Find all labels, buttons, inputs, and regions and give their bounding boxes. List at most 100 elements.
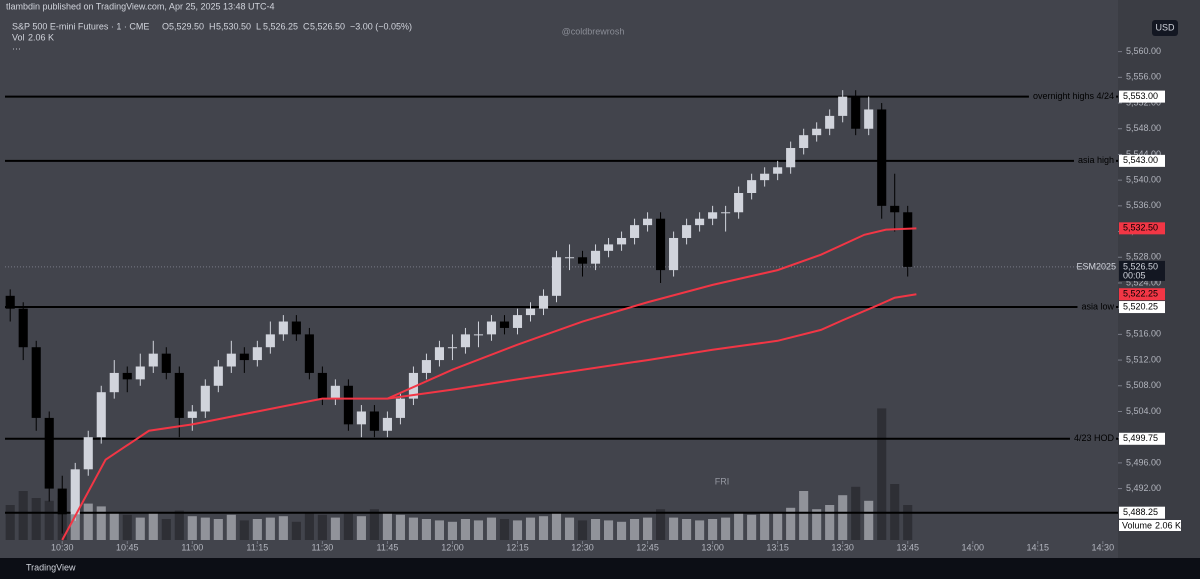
volume-bar xyxy=(304,513,314,540)
candle-body xyxy=(304,334,314,373)
x-tick-label: 11:15 xyxy=(246,542,268,552)
volume-bar xyxy=(291,521,301,540)
x-tick-label: 12:30 xyxy=(571,542,594,552)
watermark: @coldbrewrosh xyxy=(562,26,625,36)
candle-body xyxy=(447,347,458,349)
y-tick-label: 5,536.00 xyxy=(1126,200,1161,210)
level-name: overnight highs 4/24 xyxy=(1033,91,1114,101)
candle-body xyxy=(408,372,418,399)
volume-bar xyxy=(187,516,197,540)
footer-brand: TradingView xyxy=(26,562,76,572)
candle-body xyxy=(616,237,627,245)
volume-bar xyxy=(213,519,223,540)
candle-body xyxy=(291,321,301,335)
candle-body xyxy=(656,218,666,271)
volume-bar xyxy=(421,519,431,540)
volume-bar xyxy=(486,517,497,540)
candle-body xyxy=(903,212,913,267)
candle-body xyxy=(70,469,80,515)
level-name: 4/23 HOD xyxy=(1074,433,1115,443)
x-tick-label: 13:45 xyxy=(896,542,919,552)
level-label: 5,543.00 xyxy=(1123,155,1158,165)
candle-body xyxy=(564,257,575,259)
currency[interactable]: USD xyxy=(1155,22,1175,32)
volume-bar xyxy=(577,520,588,540)
volume-bar xyxy=(812,509,822,540)
chart-bg xyxy=(0,0,1200,558)
volume-bar xyxy=(734,512,744,540)
x-tick-label: 11:30 xyxy=(311,542,333,552)
candle-body xyxy=(499,321,510,328)
more[interactable]: ··· xyxy=(12,43,21,53)
candle-body xyxy=(83,437,93,470)
volume-bar xyxy=(200,517,210,540)
candle-body xyxy=(330,385,340,399)
volume-bar xyxy=(603,520,614,540)
volume-bar xyxy=(239,520,249,540)
volume-bar xyxy=(786,507,796,540)
volume-bar xyxy=(564,517,575,540)
volume-bar xyxy=(161,519,171,540)
current-price: 5,526.50 xyxy=(1123,261,1158,271)
candle-body xyxy=(473,334,484,336)
level-name: asia high xyxy=(1078,155,1114,165)
currency-box[interactable] xyxy=(1152,20,1178,36)
x-tick-label: 14:30 xyxy=(1092,542,1115,552)
candle-body xyxy=(239,353,249,361)
volume-bar xyxy=(747,514,757,540)
volume-bar xyxy=(473,520,484,540)
vol-value: 2.06 K xyxy=(28,32,54,42)
candle-body xyxy=(577,257,588,264)
current-symbol: ESM2025 xyxy=(1076,261,1116,271)
candle-body xyxy=(278,321,288,335)
volume-bar xyxy=(382,513,392,540)
volume-bar xyxy=(252,519,262,540)
candle-body xyxy=(382,417,392,431)
x-tick-label: 10:30 xyxy=(51,542,74,552)
volume-bar xyxy=(721,517,731,540)
candle-body xyxy=(434,347,444,361)
level-label-box xyxy=(1119,301,1165,314)
volume-bar xyxy=(265,517,275,540)
y-tick-label: 5,556.00 xyxy=(1126,72,1161,82)
candle-body xyxy=(538,295,549,309)
y-tick-label: 5,508.00 xyxy=(1126,380,1161,390)
volume-bar xyxy=(630,519,640,540)
candle-body xyxy=(890,205,900,213)
volume-bar xyxy=(525,517,536,540)
ohlc-key: H xyxy=(209,21,216,31)
volume-bar xyxy=(682,519,692,540)
level-label-box xyxy=(1119,90,1165,103)
volume-bar xyxy=(643,517,653,540)
x-tick-label: 12:00 xyxy=(441,542,464,552)
volume-label: Volume xyxy=(1122,520,1152,530)
volume-bar xyxy=(70,509,80,540)
volume-bar xyxy=(460,519,471,540)
x-tick-label: 13:30 xyxy=(831,542,854,552)
volume-bar xyxy=(616,521,627,540)
candle-body xyxy=(551,257,562,296)
candle-body xyxy=(96,392,106,438)
candle-body xyxy=(421,360,431,373)
level-name-bg xyxy=(1073,154,1116,167)
level-label-box xyxy=(1119,154,1165,167)
y-tick-label: 5,540.00 xyxy=(1126,175,1161,185)
candle-body xyxy=(851,96,861,129)
y-tick-label: 5,496.00 xyxy=(1126,457,1161,467)
volume-bar xyxy=(83,503,93,540)
x-tick-label: 13:15 xyxy=(766,542,789,552)
volume-bar xyxy=(109,512,119,540)
candle-body xyxy=(187,411,197,418)
volume-bar xyxy=(538,516,549,540)
volume-bar xyxy=(330,517,340,540)
ohlc-key: L xyxy=(256,21,261,31)
current-price-box xyxy=(1119,260,1165,281)
volume-bar xyxy=(5,505,15,540)
candle-body xyxy=(265,334,275,348)
candle-body xyxy=(799,135,809,149)
ohlc-key: C xyxy=(303,21,310,31)
x-tick-label: 14:00 xyxy=(961,542,984,552)
candle-body xyxy=(31,347,41,418)
candle-body xyxy=(161,353,171,373)
